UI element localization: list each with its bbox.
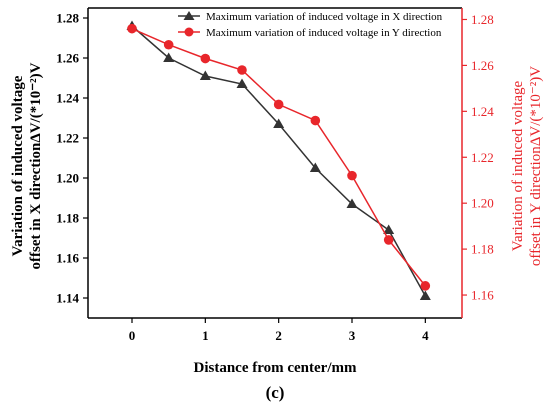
panel-label: (c) bbox=[266, 383, 285, 402]
series-y-circle-point bbox=[383, 235, 394, 245]
series-y-circle-point bbox=[347, 170, 357, 181]
series-x-line bbox=[131, 25, 426, 297]
left-y-tick-label: 1.16 bbox=[56, 251, 79, 266]
series-y-circle-point bbox=[237, 65, 247, 75]
left-y-axis-label-line-2: offset in X directionΔV/(*10⁻²)V bbox=[28, 62, 44, 269]
right-y-tick-label: 1.24 bbox=[471, 104, 494, 119]
right-y-tick-label: 1.18 bbox=[471, 242, 494, 257]
series-x-triangle-point bbox=[346, 198, 358, 208]
x-axis-ticks: 0 1 2 3 4 bbox=[129, 318, 429, 343]
left-y-tick-label: 1.24 bbox=[56, 91, 79, 106]
x-tick-label: 1 bbox=[202, 328, 209, 343]
right-y-tick-label: 1.26 bbox=[471, 58, 494, 73]
series-y-line bbox=[131, 28, 426, 287]
right-y-tick-label: 1.28 bbox=[471, 12, 494, 27]
series-x-triangle-point bbox=[419, 290, 431, 300]
left-y-tick-label: 1.28 bbox=[56, 11, 79, 26]
left-y-axis-ticks: 1.14 1.16 1.18 1.20 1.22 1.24 1.26 1.28 bbox=[56, 11, 88, 306]
series-y-circle-point bbox=[127, 23, 137, 34]
series-y-circle-point bbox=[420, 281, 431, 291]
x-tick-label: 3 bbox=[349, 328, 356, 343]
series-layer bbox=[126, 20, 431, 300]
right-y-axis-ticks: 1.16 1.18 1.20 1.22 1.24 1.26 1.28 bbox=[462, 12, 494, 303]
legend-y-circle-marker bbox=[184, 27, 194, 37]
left-y-axis-label-line-1: Variation of induced voltage bbox=[10, 75, 26, 256]
legend: Maximum variation of induced voltage in … bbox=[178, 11, 443, 39]
series-x-triangle-point bbox=[236, 78, 248, 88]
x-tick-label: 4 bbox=[422, 328, 429, 343]
left-y-tick-label: 1.14 bbox=[56, 291, 79, 306]
x-axis-label: Distance from center/mm bbox=[194, 360, 357, 376]
left-y-tick-label: 1.20 bbox=[56, 171, 79, 186]
x-tick-label: 2 bbox=[275, 328, 282, 343]
x-tick-label: 0 bbox=[129, 328, 136, 343]
right-y-axis-label-line-2: offset in Y directionΔV/(*10⁻²)V bbox=[528, 66, 544, 266]
series-y-circle-point bbox=[163, 39, 174, 50]
right-y-tick-label: 1.16 bbox=[471, 288, 494, 303]
left-y-tick-label: 1.22 bbox=[56, 131, 79, 146]
right-y-tick-label: 1.20 bbox=[471, 196, 494, 211]
right-y-axis-label-line-1: Variation of induced voltage bbox=[510, 80, 526, 251]
series-x-triangle-point bbox=[309, 162, 321, 172]
plot-frame bbox=[87, 7, 463, 319]
series-y-circle-point bbox=[273, 99, 284, 110]
left-y-tick-label: 1.26 bbox=[56, 51, 79, 66]
legend-y-label: Maximum variation of induced voltage in … bbox=[206, 27, 442, 39]
series-x-triangle-point bbox=[383, 224, 395, 234]
series-y-circle-point bbox=[310, 115, 321, 126]
series-x-triangle-point bbox=[163, 52, 175, 62]
legend-x-label: Maximum variation of induced voltage in … bbox=[206, 11, 443, 23]
series-y-circle-point bbox=[200, 53, 211, 64]
legend-x-triangle-marker bbox=[183, 11, 195, 20]
right-y-tick-label: 1.22 bbox=[471, 150, 494, 165]
left-y-tick-label: 1.18 bbox=[56, 211, 79, 226]
series-x-triangle-point bbox=[273, 118, 285, 128]
series-x-triangle-point bbox=[199, 70, 211, 80]
